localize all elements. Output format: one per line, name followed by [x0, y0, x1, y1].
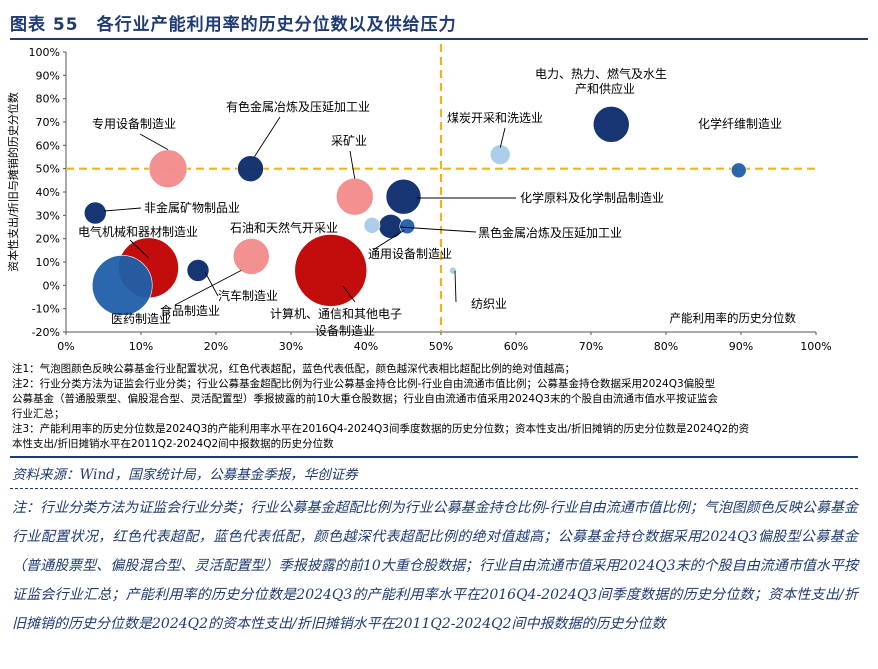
- y-tick-label: 70%: [36, 116, 60, 129]
- x-tick-label: 100%: [800, 340, 831, 353]
- x-tick-label: 60%: [504, 340, 528, 353]
- figure-header: 图表 55 各行业产能利用率的历史分位数以及供给压力: [10, 4, 868, 40]
- divider: [10, 456, 858, 458]
- label-meitan: 煤炭开采和洗选业: [447, 111, 543, 125]
- note-line: 公募基金（普通股票型、偏股混合型、灵活配置型）季报披露的前10大重仓股数据；行业…: [12, 393, 719, 405]
- x-tick-label: 0%: [57, 340, 74, 353]
- y-tick-label: -20%: [32, 326, 60, 339]
- note-line: 行业汇总；: [12, 408, 65, 420]
- label-jisuanji-1: 计算机、通信和其他电子: [270, 306, 402, 321]
- y-tick-label: 40%: [36, 186, 60, 199]
- y-tick-label: 30%: [36, 209, 60, 222]
- leader-line: [129, 239, 149, 259]
- bubble: [385, 178, 422, 215]
- label-qiche: 汽车制造业: [218, 288, 278, 303]
- leader-line: [399, 226, 477, 233]
- label-heise: 黑色金属冶炼及压延加工业: [478, 225, 622, 240]
- x-tick-label: 30%: [279, 340, 303, 353]
- x-tick-label: 20%: [204, 340, 228, 353]
- label-fangzhi: 纺织业: [471, 297, 507, 311]
- bubble: [232, 238, 270, 275]
- bubble: [186, 259, 210, 282]
- leader-line: [254, 116, 281, 157]
- x-axis-title: 产能利用率的历史分位数: [670, 311, 797, 325]
- note-line: 注3：产能利用率的历史分位数是2024Q3的产能利用率水平在2016Q4-202…: [12, 423, 750, 435]
- label-dianli-2: 产和供应业: [575, 81, 635, 96]
- note-line: 注2：行业分类方法为证监会行业分类；行业公募基金超配比例为行业公募基金持仓比例-…: [12, 378, 716, 390]
- label-jisuanji-2: 设备制造业: [315, 324, 375, 338]
- y-tick-label: 50%: [36, 163, 60, 176]
- label-huaxue-xianwei: 化学纤维制造业: [698, 116, 782, 131]
- y-tick-label: -10%: [32, 303, 60, 316]
- label-huaxue-yuanliao: 化学原料及化学制品制造业: [520, 190, 664, 205]
- note-line: 本性支出/折旧摊销水平在2011Q2-2024Q2间中报数据的历史分位数: [12, 438, 334, 450]
- bubble: [730, 162, 747, 179]
- x-tick-label: 10%: [129, 340, 153, 353]
- y-tick-label: 0%: [43, 279, 60, 292]
- bubble: [237, 155, 264, 182]
- label-feijinshu: 非金属矿物制品业: [144, 200, 240, 215]
- label-tongyong: 通用设备制造业: [368, 247, 452, 261]
- x-tick-label: 80%: [654, 340, 678, 353]
- label-dianli-1: 电力、热力、燃气及水生: [535, 66, 667, 81]
- bubbles: [83, 106, 747, 316]
- source-text: 资料来源：Wind，国家统计局，公募基金季报，华创证券: [12, 467, 358, 483]
- x-tick-label: 50%: [429, 340, 453, 353]
- x-tick-label: 70%: [579, 340, 603, 353]
- divider: [10, 488, 858, 489]
- bubble-chart: 100% 90% 80% 70% 60% 50% 40% 30% 20% 10% 0% -10% -20…: [6, 44, 832, 353]
- y-tick-label: 10%: [36, 256, 60, 269]
- note-line: 注1：气泡图颜色反映公募基金行业配置状况，红色代表超配，蓝色代表低配，颜色越深代…: [12, 363, 576, 375]
- label-shiyou: 石油和天然气开采业: [230, 220, 338, 235]
- chart-axes: 100% 90% 80% 70% 60% 50% 40% 30% 20% 10% 0% -10% -20…: [6, 46, 832, 353]
- y-tick-label: 80%: [36, 93, 60, 106]
- y-axis-title: 资本性支出/折旧与摊销的历史分位数: [6, 92, 20, 272]
- bubble: [294, 234, 368, 307]
- y-tick-label: 20%: [36, 233, 60, 246]
- figure-title: 图表 55 各行业产能利用率的历史分位数以及供给压力: [10, 15, 457, 35]
- bubble: [489, 144, 511, 165]
- chart-notes: 注1：气泡图颜色反映公募基金行业配置状况，红色代表超配，蓝色代表低配，颜色越深代…: [12, 362, 852, 452]
- bubble: [83, 201, 107, 225]
- bubble: [399, 218, 416, 235]
- bubble: [335, 177, 374, 216]
- leader-line: [454, 270, 457, 303]
- label-yiyao: 医药制造业: [111, 312, 171, 326]
- y-tick-label: 60%: [36, 139, 60, 152]
- leader-line: [349, 150, 356, 179]
- leader-line: [342, 285, 356, 303]
- reference-lines: [66, 44, 816, 332]
- label-caikuang: 采矿业: [331, 134, 367, 148]
- bubble: [363, 217, 381, 234]
- label-dianqi: 电气机械和器材制造业: [78, 224, 198, 239]
- y-tick-label: 100%: [29, 46, 60, 59]
- bubble: [592, 106, 630, 143]
- leader-line: [139, 133, 169, 151]
- leader-line: [103, 207, 142, 212]
- bubble: [91, 255, 153, 316]
- footnote-text: 注：行业分类方法为证监会行业分类；行业公募基金超配比例为行业公募基金持仓比例-行…: [12, 500, 858, 632]
- bubble: [378, 214, 404, 239]
- leader-line: [499, 127, 506, 148]
- x-tick-label: 40%: [354, 340, 378, 353]
- label-shipin: 食品制造业: [160, 303, 220, 318]
- leader-line: [174, 270, 242, 306]
- label-zhuanyong: 专用设备制造业: [92, 116, 176, 131]
- label-youse: 有色金属冶炼及压延加工业: [226, 99, 370, 114]
- x-tick-label: 90%: [729, 340, 753, 353]
- leader-line: [204, 271, 219, 297]
- y-tick-label: 90%: [36, 69, 60, 82]
- bubble: [148, 149, 188, 188]
- leader-line: [372, 229, 405, 251]
